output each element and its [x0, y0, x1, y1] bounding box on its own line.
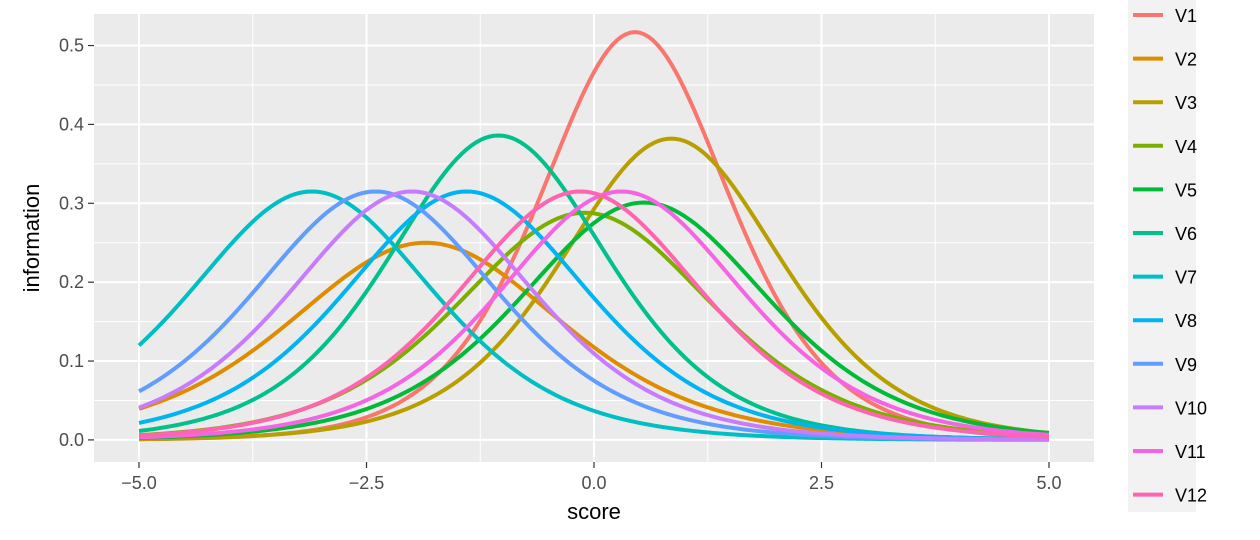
- series-line-v12: [138, 189, 1050, 439]
- y-tick-label: 0.3: [59, 193, 84, 213]
- y-tick-label: 0.4: [59, 114, 84, 134]
- legend-label-v11: V11: [1175, 442, 1206, 462]
- x-tick-label: 0.0: [581, 473, 606, 493]
- legend-label-v3: V3: [1175, 93, 1197, 113]
- legend-background: [1128, 0, 1196, 512]
- major-gridlines: [94, 14, 1094, 462]
- legend-label-v7: V7: [1175, 268, 1197, 288]
- x-tick-label: 5.0: [1036, 473, 1061, 493]
- x-tick-label: 2.5: [809, 473, 834, 493]
- series-line-v10: [138, 189, 1050, 442]
- x-tick-label: −5.0: [121, 473, 157, 493]
- series-line-v3: [138, 136, 1050, 442]
- legend-label-v6: V6: [1175, 224, 1197, 244]
- legend-label-v10: V10: [1175, 398, 1207, 418]
- series-line-v11: [138, 189, 1050, 440]
- series-line-v5: [138, 200, 1050, 440]
- x-tick-label: −2.5: [349, 473, 385, 493]
- legend-label-v12: V12: [1175, 486, 1207, 506]
- legend-label-v4: V4: [1175, 137, 1197, 157]
- y-tick-label: 0.2: [59, 272, 84, 292]
- y-tick-label: 0.1: [59, 351, 84, 371]
- x-axis-title: score: [567, 499, 621, 524]
- legend-label-v9: V9: [1175, 355, 1197, 375]
- legend-label-v5: V5: [1175, 180, 1197, 200]
- y-axis-title: information: [19, 184, 44, 293]
- legend-label-v2: V2: [1175, 50, 1197, 70]
- series-line-v8: [138, 189, 1050, 442]
- series-lines: [137, 30, 1050, 442]
- legend-label-v8: V8: [1175, 311, 1197, 331]
- x-axis: −5.0 −2.5 0.0 2.5 5.0: [121, 462, 1062, 493]
- legend-label-v1: V1: [1175, 6, 1197, 26]
- legend: V1 V2 V3 V4 V5 V6 V7 V8 V9 V10 V11 V12: [1128, 0, 1207, 512]
- y-tick-label: 0.0: [59, 430, 84, 450]
- y-tick-label: 0.5: [59, 36, 84, 56]
- y-axis: 0.0 0.1 0.2 0.3 0.4 0.5: [59, 36, 94, 450]
